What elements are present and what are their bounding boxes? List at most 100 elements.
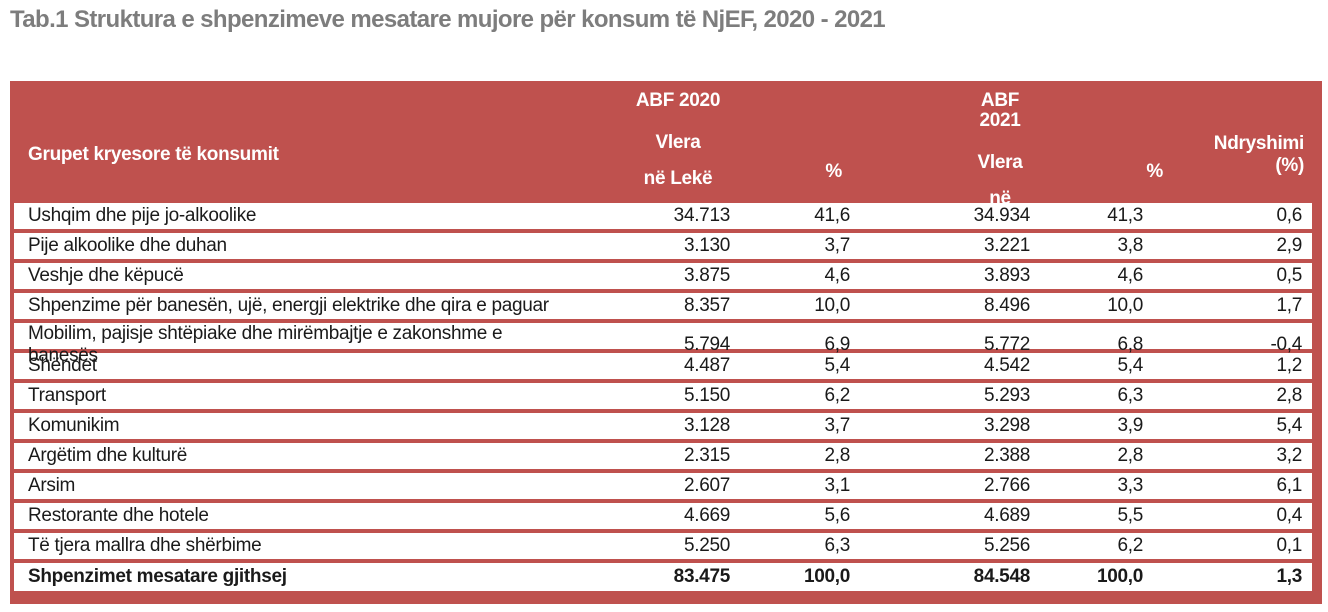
header-abf2021-value-column: ABF 2021 Vlera në Lekë xyxy=(850,81,1030,229)
header-abf2021-label: ABF 2021 xyxy=(979,90,1021,131)
header-pct-2021-label: % xyxy=(1146,161,1163,182)
header-neleke-2021: në Lekë xyxy=(978,188,1022,229)
row-value-2021: 5.293 xyxy=(983,385,1030,406)
header-pct-2021: % xyxy=(1030,81,1163,229)
row-value-2020: 4.487 xyxy=(683,355,730,376)
row-value-2021: 3.221 xyxy=(983,235,1030,256)
row-pct-2021: 3,9 xyxy=(1117,415,1143,436)
header-neleke-2020: në Lekë xyxy=(643,168,713,189)
row-value-2021: 5.256 xyxy=(983,535,1030,556)
table-row: Arsim 2.607 3,1 2.766 3,3 6,1 xyxy=(14,473,1312,503)
row-pct-2020: 6,2 xyxy=(824,385,850,406)
row-change: 5,4 xyxy=(1276,415,1302,436)
row-value-2020: 3.128 xyxy=(683,415,730,436)
row-change: -0,4 xyxy=(1270,334,1302,355)
row-value-2020: 2.315 xyxy=(683,445,730,466)
consumption-table: Grupet kryesore të konsumit ABF 2020 Vle… xyxy=(10,81,1322,604)
row-pct-2021: 6,3 xyxy=(1117,385,1143,406)
row-label: Veshje dhe këpucë xyxy=(28,265,184,286)
table-row: Ushqim dhe pije jo-alkoolike 34.713 41,6… xyxy=(14,203,1312,233)
row-pct-2021: 2,8 xyxy=(1117,445,1143,466)
header-ndryshimi-line2: (%) xyxy=(1275,155,1304,176)
row-value-2020: 8.357 xyxy=(683,295,730,316)
row-change: 1,2 xyxy=(1276,355,1302,376)
header-vlera-2020: Vlera xyxy=(655,132,701,153)
row-change: 1,7 xyxy=(1276,295,1302,316)
row-label: Shëndet xyxy=(28,355,97,376)
row-label: Komunikim xyxy=(28,415,120,436)
row-value-2020: 5.794 xyxy=(683,334,730,355)
row-change: 6,1 xyxy=(1276,475,1302,496)
row-value-2021: 3.893 xyxy=(983,265,1030,286)
total-pct-2020: 100,0 xyxy=(803,566,850,587)
table-row: Transport 5.150 6,2 5.293 6,3 2,8 xyxy=(14,383,1312,413)
row-pct-2021: 41,3 xyxy=(1107,205,1143,226)
header-abf2020-value-column: ABF 2020 Vlera në Lekë xyxy=(566,81,730,229)
row-pct-2021: 10,0 xyxy=(1107,295,1143,316)
row-value-2020: 34.713 xyxy=(673,205,731,226)
row-change: 2,9 xyxy=(1276,235,1302,256)
row-label: Ushqim dhe pije jo-alkoolike xyxy=(28,205,257,226)
header-ndryshimi-column: Ndryshimi (%) xyxy=(1143,81,1312,229)
row-pct-2020: 10,0 xyxy=(814,295,850,316)
row-value-2021: 2.388 xyxy=(983,445,1030,466)
row-label: Shpenzime për banesën, ujë, energji elek… xyxy=(28,295,549,316)
table-row: Komunikim 3.128 3,7 3.298 3,9 5,4 xyxy=(14,413,1312,443)
row-value-2020: 2.607 xyxy=(683,475,730,496)
row-change: 0,6 xyxy=(1276,205,1302,226)
row-value-2020: 3.875 xyxy=(683,265,730,286)
row-change: 2,8 xyxy=(1276,385,1302,406)
row-label: Mobilim, pajisje shtëpiake dhe mirëmbajt… xyxy=(28,323,503,366)
row-value-2020: 5.250 xyxy=(683,535,730,556)
total-label: Shpenzimet mesatare gjithsej xyxy=(28,566,287,587)
row-value-2021: 3.298 xyxy=(983,415,1030,436)
row-value-2020: 3.130 xyxy=(683,235,730,256)
table-row: Mobilim, pajisje shtëpiake dhe mirëmbajt… xyxy=(14,323,1312,366)
row-pct-2021: 5,4 xyxy=(1117,355,1143,376)
header-pct-2020-label: % xyxy=(825,161,842,182)
row-label: Restorante dhe hotele xyxy=(28,505,209,526)
row-pct-2021: 3,8 xyxy=(1117,235,1143,256)
row-pct-2020: 2,8 xyxy=(824,445,850,466)
row-pct-2020: 5,4 xyxy=(824,355,850,376)
row-change: 3,2 xyxy=(1276,445,1302,466)
row-label: Arsim xyxy=(28,475,76,496)
table-row: Të tjera mallra dhe shërbime 5.250 6,3 5… xyxy=(14,533,1312,563)
table-row: Shpenzime për banesën, ujë, energji elek… xyxy=(14,293,1312,323)
header-groups-column: Grupet kryesore të konsumit xyxy=(28,144,279,165)
row-value-2020: 4.669 xyxy=(683,505,730,526)
header-ndryshimi-line1: Ndryshimi xyxy=(1213,133,1305,154)
row-pct-2020: 3,7 xyxy=(824,415,850,436)
table-header: Grupet kryesore të konsumit ABF 2020 Vle… xyxy=(14,81,1312,229)
row-value-2021: 8.496 xyxy=(983,295,1030,316)
table-body: Ushqim dhe pije jo-alkoolike 34.713 41,6… xyxy=(14,203,1312,591)
row-pct-2021: 3,3 xyxy=(1117,475,1143,496)
total-pct-2021: 100,0 xyxy=(1096,566,1143,587)
row-value-2021: 5.772 xyxy=(983,334,1030,355)
row-pct-2020: 4,6 xyxy=(824,265,850,286)
row-value-2021: 4.542 xyxy=(983,355,1030,376)
page-title: Tab.1 Struktura e shpenzimeve mesatare m… xyxy=(10,6,886,33)
row-pct-2020: 5,6 xyxy=(824,505,850,526)
row-pct-2020: 6,9 xyxy=(824,334,850,355)
table-row: Shëndet 4.487 5,4 4.542 5,4 1,2 xyxy=(14,353,1312,383)
row-value-2021: 34.934 xyxy=(973,205,1031,226)
row-pct-2021: 6,2 xyxy=(1117,535,1143,556)
table-row: Pije alkoolike dhe duhan 3.130 3,7 3.221… xyxy=(14,233,1312,263)
table-row: Veshje dhe këpucë 3.875 4,6 3.893 4,6 0,… xyxy=(14,263,1312,293)
row-pct-2020: 3,7 xyxy=(824,235,850,256)
row-label: Pije alkoolike dhe duhan xyxy=(28,235,227,256)
row-value-2020: 5.150 xyxy=(683,385,730,406)
row-pct-2021: 4,6 xyxy=(1117,265,1143,286)
table-total-row: Shpenzimet mesatare gjithsej 83.475 100,… xyxy=(14,563,1312,591)
total-value-2020: 83.475 xyxy=(673,566,731,587)
table-row: Argëtim dhe kulturë 2.315 2,8 2.388 2,8 … xyxy=(14,443,1312,473)
row-change: 0,1 xyxy=(1276,535,1302,556)
header-pct-2020: % xyxy=(730,81,850,229)
row-value-2021: 2.766 xyxy=(983,475,1030,496)
table-bottom-border xyxy=(14,591,1312,604)
header-vlera-2021: Vlera xyxy=(977,152,1023,173)
row-value-2021: 4.689 xyxy=(983,505,1030,526)
row-change: 0,5 xyxy=(1276,265,1302,286)
